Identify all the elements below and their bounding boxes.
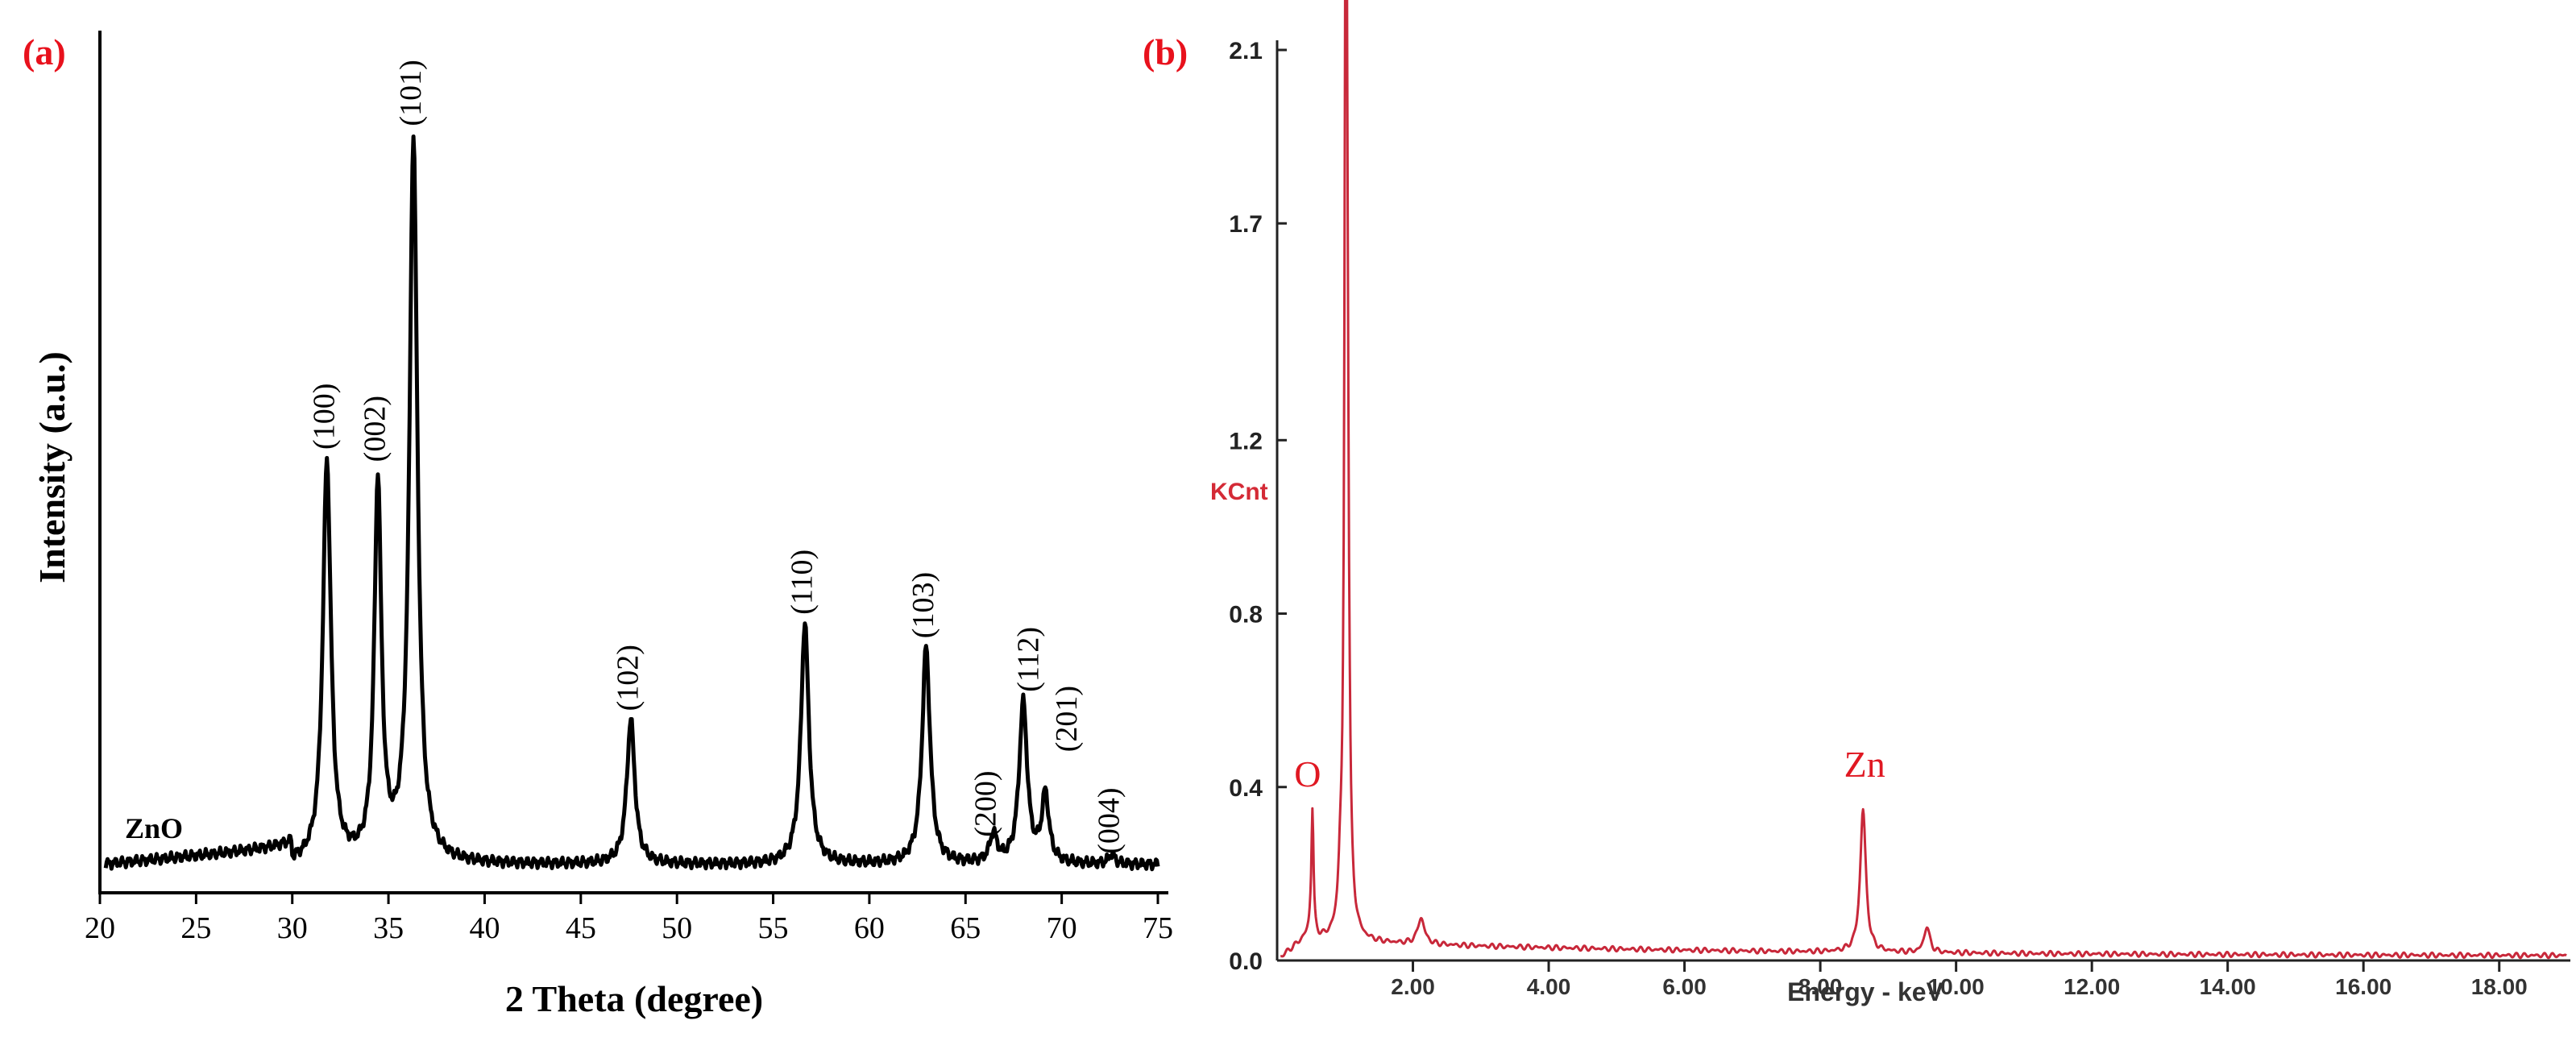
- xrd-peak-label-101: (101): [394, 60, 428, 126]
- eds-x-tick-label: 14.00: [2200, 974, 2256, 999]
- eds-y-tick-label: 0.0: [1229, 948, 1263, 975]
- xrd-peak-label-200: (200): [969, 770, 1003, 836]
- eds-tick-labels: 0.0 0.4 0.8 1.2 1.7 2.1 2.00 4.00 6.00 8.00 10.00 1…: [1229, 38, 2527, 999]
- panel-a-label: (a): [23, 31, 66, 73]
- eds-x-tick-label: 8.00: [1798, 974, 1843, 999]
- eds-x-tick-label: 2.00: [1391, 974, 1435, 999]
- eds-peak-label-zn: Zn: [1844, 744, 1885, 785]
- xrd-x-axis-title: 2 Theta (degree): [505, 978, 763, 1019]
- xrd-peak-labels: (100) (002) (101) (102) (110) (103) (200) (112)…: [307, 60, 1126, 854]
- eds-panel: (b) 0.0 0.4 0.8 1.2 1.7 2.1 2.00 4.00 6.00 8.00 10…: [1143, 0, 2570, 1006]
- eds-x-tick-label: 10.00: [1928, 974, 1985, 999]
- eds-x-axis-title: Energy - keV: [1787, 977, 1944, 1006]
- eds-peak-labels: OZnZn: [1294, 744, 1885, 794]
- eds-ticks: [1277, 48, 2501, 972]
- panel-b-label: (b): [1143, 31, 1188, 73]
- xrd-peak-label-103: (103): [906, 572, 940, 638]
- xrd-x-tick-label: 35: [373, 911, 404, 945]
- xrd-peak-label-201: (201): [1050, 686, 1084, 752]
- xrd-peak-label-004: (004): [1092, 787, 1126, 853]
- eds-x-tick-label: 16.00: [2335, 974, 2391, 999]
- xrd-y-axis-title: Intensity (a.u.): [31, 351, 73, 583]
- xrd-x-tick-label: 45: [566, 911, 596, 945]
- eds-y-axis-title: KCnt: [1210, 479, 1268, 505]
- eds-y-tick-label: 1.7: [1229, 211, 1263, 238]
- eds-x-tick-label: 18.00: [2471, 974, 2528, 999]
- eds-series-line: [1280, 0, 2567, 960]
- eds-x-tick-label: 6.00: [1662, 974, 1707, 999]
- eds-peak-label-o: O: [1294, 753, 1321, 794]
- xrd-series-label: ZnO: [125, 812, 183, 844]
- eds-x-tick-label: 12.00: [2064, 974, 2120, 999]
- xrd-ticks: [98, 893, 1159, 904]
- xrd-tick-labels: 20 25 30 35 40 45 50 55 60 65 70 75: [85, 911, 1173, 945]
- xrd-peak-label-100: (100): [307, 384, 341, 450]
- xrd-x-tick-label: 20: [85, 911, 115, 945]
- xrd-x-tick-label: 75: [1143, 911, 1173, 945]
- xrd-x-tick-label: 65: [950, 911, 981, 945]
- xrd-x-tick-label: 30: [277, 911, 308, 945]
- xrd-panel: (a) 20 25 30 35 40 45 50 55 60 65 70 75 (100) (002)(…: [23, 31, 1173, 1019]
- xrd-peak-label-002: (002): [359, 396, 392, 462]
- xrd-x-tick-label: 50: [662, 911, 692, 945]
- xrd-x-tick-label: 60: [854, 911, 885, 945]
- xrd-x-tick-label: 70: [1047, 911, 1077, 945]
- eds-y-tick-label: 2.1: [1229, 38, 1263, 64]
- xrd-peak-label-110: (110): [786, 550, 819, 615]
- xrd-x-tick-label: 40: [469, 911, 500, 945]
- eds-x-tick-label: 4.00: [1527, 974, 1571, 999]
- eds-y-tick-label: 0.8: [1229, 602, 1263, 628]
- eds-y-tick-label: 1.2: [1229, 428, 1263, 454]
- xrd-peak-label-112: (112): [1012, 627, 1046, 692]
- xrd-peak-label-102: (102): [612, 645, 645, 711]
- xrd-series-line: [103, 134, 1160, 872]
- xrd-x-tick-label: 25: [180, 911, 211, 945]
- eds-y-tick-label: 0.4: [1229, 775, 1263, 802]
- xrd-x-tick-label: 55: [758, 911, 789, 945]
